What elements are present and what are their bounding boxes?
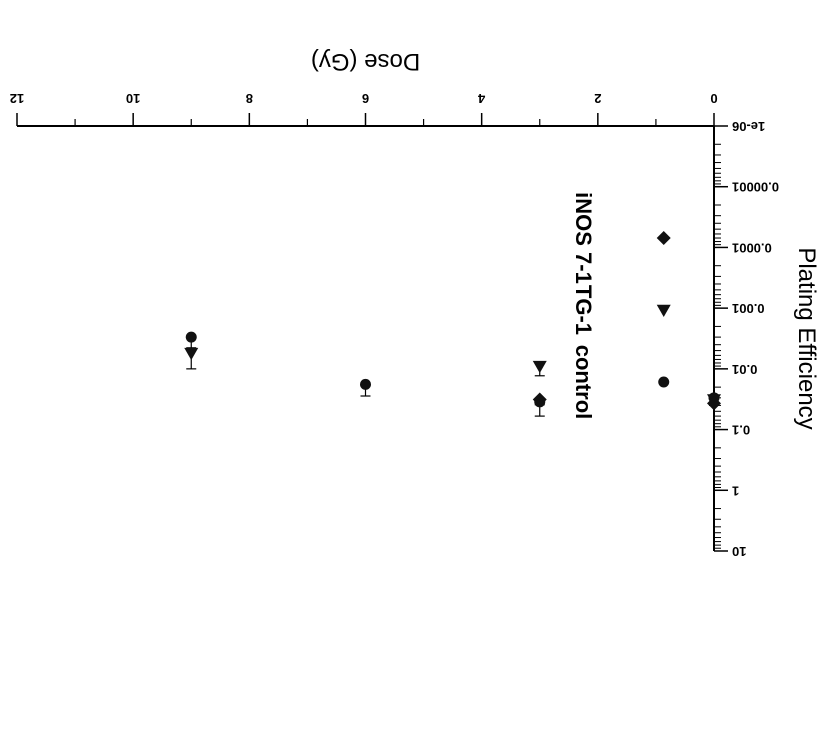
x-tick-label: 12 — [10, 91, 24, 106]
x-tick-label: 10 — [126, 91, 140, 106]
y-tick-label: 0.1 — [732, 423, 750, 438]
legend-marker-tg-1 — [656, 304, 671, 317]
y-axis-title: Plating Efficiency — [793, 247, 820, 429]
point-tg-1 — [532, 360, 547, 374]
y-tick-label: 1 — [732, 483, 739, 498]
legend-label-tg-1: TG-1 — [571, 285, 596, 335]
x-tick-label: 6 — [362, 91, 369, 106]
point-control — [360, 378, 371, 390]
point-inos-7-1 — [532, 392, 547, 407]
axes — [17, 125, 715, 551]
tick-labels: 0 2 4 6 8 10 12 10 1 0.1 0.01 0.001 0.0001 0.00001 1e-… — [10, 91, 779, 559]
y-tick-label: 1e-06 — [732, 119, 765, 134]
plot-root: 0 2 4 6 8 10 12 10 1 0.1 0.01 0.001 0.0001 0.00001 1e-… — [10, 48, 820, 559]
legend-label-inos-7-1: iNOS 7-1 — [571, 192, 596, 284]
x-tick-label: 2 — [594, 91, 601, 106]
point-inos-7-1 — [707, 396, 721, 411]
x-tick-label: 0 — [710, 91, 717, 106]
y-tick-label: 0.01 — [732, 362, 757, 377]
point-control — [185, 331, 197, 343]
point-tg-1 — [184, 347, 199, 361]
y-tick-label: 10 — [732, 544, 746, 559]
y-tick-label: 0.0001 — [732, 240, 772, 255]
y-tick-label: 0.00001 — [732, 180, 779, 195]
x-axis-title: Dose (Gy) — [311, 48, 420, 75]
legend-label-control: control — [571, 345, 596, 420]
errorbars — [186, 337, 719, 417]
markers — [184, 331, 721, 411]
x-tick-label: 8 — [246, 91, 253, 106]
legend-marker-inos-7-1 — [656, 231, 671, 245]
y-tick-label: 0.001 — [732, 301, 765, 316]
x-tick-label: 4 — [477, 91, 485, 106]
ticks — [16, 113, 728, 552]
legend-marker-control — [658, 376, 670, 388]
